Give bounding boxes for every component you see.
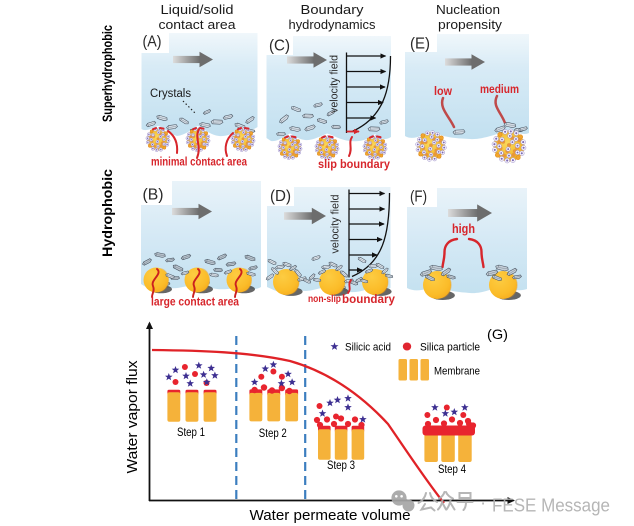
svg-text:Liquid/solid: Liquid/solid — [161, 3, 234, 17]
svg-text:(A): (A) — [143, 34, 162, 51]
svg-text:low: low — [434, 86, 452, 98]
svg-text:(C): (C) — [269, 38, 290, 55]
svg-text:Superhydrophobic: Superhydrophobic — [100, 25, 115, 122]
svg-text:Hydrophobic: Hydrophobic — [99, 169, 115, 257]
svg-text:Step 4: Step 4 — [438, 464, 467, 476]
svg-text:contact area: contact area — [159, 18, 236, 32]
svg-text:propensity: propensity — [438, 18, 503, 32]
svg-text:(F): (F) — [410, 189, 427, 206]
svg-text:large contact area: large contact area — [151, 297, 240, 309]
svg-text:medium: medium — [480, 84, 519, 96]
svg-text:Step 3: Step 3 — [327, 460, 355, 472]
svg-text:FESE Message: FESE Message — [492, 495, 610, 516]
svg-text:Water vapor flux: Water vapor flux — [125, 360, 141, 474]
svg-text:velocity field: velocity field — [329, 55, 341, 113]
svg-text:Membrane: Membrane — [434, 366, 480, 378]
svg-text:boundary: boundary — [342, 292, 395, 306]
svg-text:(D): (D) — [270, 188, 291, 205]
svg-text:Boundary: Boundary — [301, 3, 365, 17]
svg-text:slip boundary: slip boundary — [318, 159, 391, 171]
svg-text:(G): (G) — [487, 326, 508, 342]
svg-text:Nucleation: Nucleation — [436, 3, 500, 17]
svg-text:Crystals: Crystals — [150, 88, 191, 100]
svg-text:·: · — [480, 492, 486, 513]
svg-text:Silica particle: Silica particle — [420, 342, 480, 354]
svg-text:velocity field: velocity field — [330, 195, 342, 254]
svg-text:Water permeate volume: Water permeate volume — [250, 507, 411, 524]
svg-text:Silicic acid: Silicic acid — [345, 342, 391, 354]
svg-text:hydrodynamics: hydrodynamics — [289, 18, 376, 32]
svg-text:(B): (B) — [143, 187, 164, 204]
svg-text:non-slip: non-slip — [308, 294, 341, 305]
svg-text:(E): (E) — [410, 36, 430, 53]
svg-text:Step 1: Step 1 — [177, 427, 205, 439]
svg-text:minimal contact area: minimal contact area — [151, 157, 248, 169]
svg-text:high: high — [452, 222, 475, 236]
svg-text:Step 2: Step 2 — [259, 428, 287, 440]
